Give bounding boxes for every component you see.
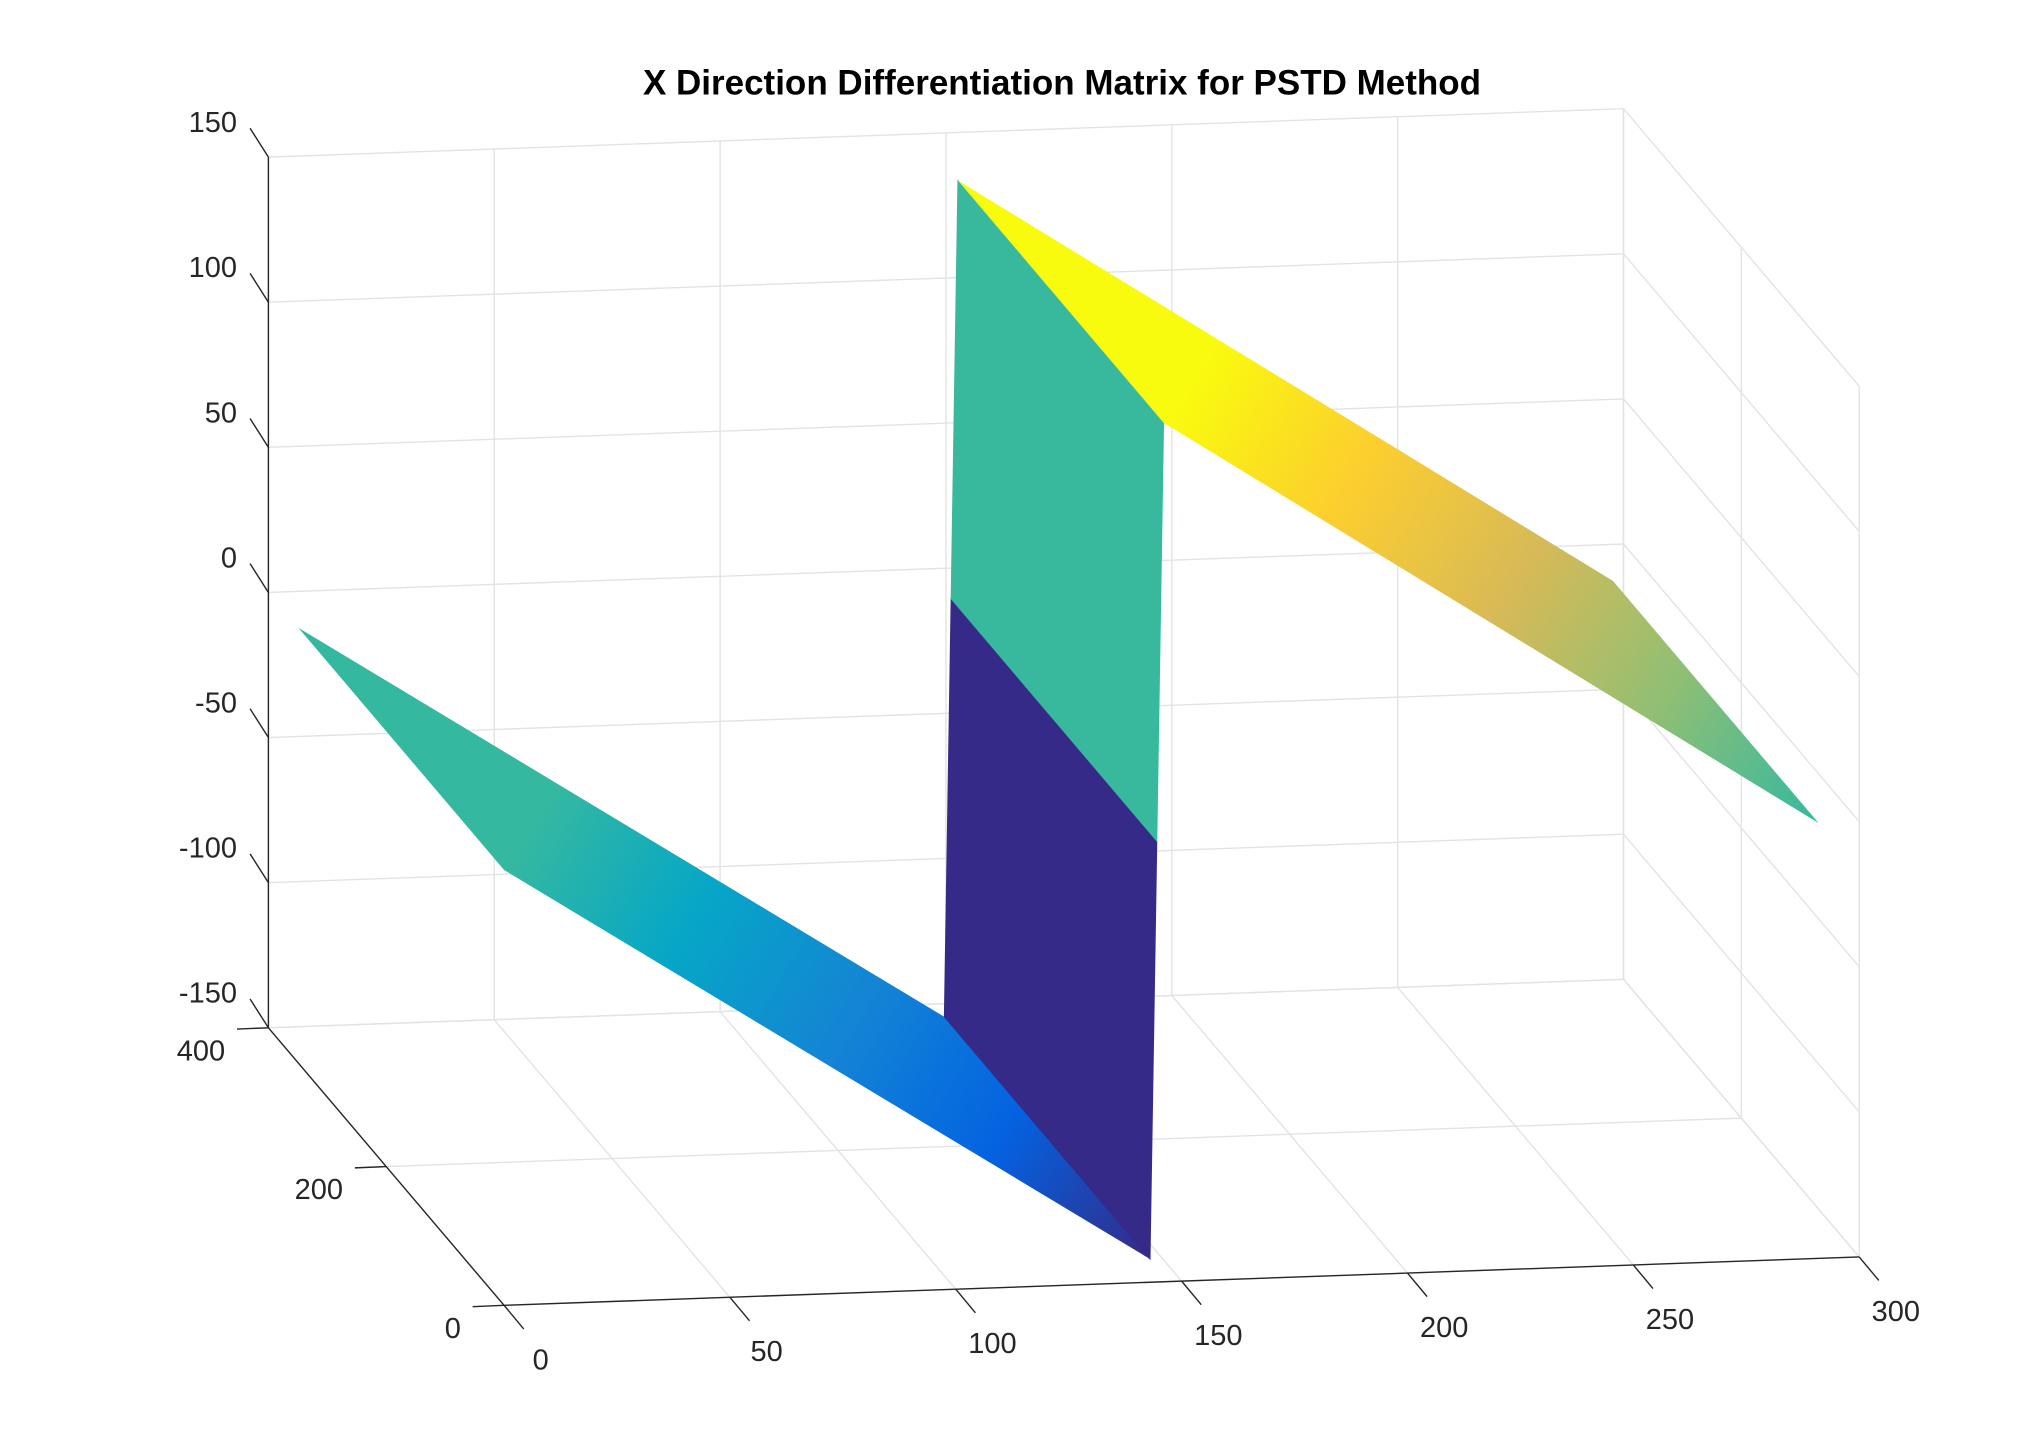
- x-tick: [1632, 1264, 1654, 1289]
- x-tick: [1181, 1280, 1202, 1306]
- surface-face: [298, 627, 1151, 1260]
- y-tick: [236, 1027, 269, 1030]
- z-tick: [249, 998, 269, 1029]
- x-tick: [503, 1304, 525, 1330]
- grid-line: [268, 398, 1624, 449]
- y-tick-label: 0: [445, 1313, 461, 1345]
- grid-line: [1622, 543, 1860, 823]
- z-tick: [249, 853, 269, 884]
- x-tick-label: 0: [533, 1344, 549, 1376]
- z-tick-label: -100: [179, 833, 237, 865]
- x-tick: [729, 1296, 751, 1322]
- y-tick: [354, 1165, 387, 1169]
- x-tick-label: 50: [750, 1336, 782, 1368]
- x-tick: [1858, 1256, 1880, 1281]
- grid-line: [1622, 108, 1860, 387]
- grid-line: [1622, 688, 1860, 968]
- z-tick-label: -50: [195, 687, 237, 719]
- x-tick-label: 250: [1646, 1304, 1694, 1336]
- chart-title: X Direction Differentiation Matrix for P…: [643, 63, 1481, 102]
- z-tick-label: 100: [189, 252, 237, 284]
- z-tick-label: 0: [221, 542, 237, 574]
- x-tick-label: 300: [1872, 1296, 1920, 1328]
- y-tick-label: 200: [295, 1174, 343, 1206]
- z-tick: [249, 418, 269, 448]
- z-tick-label: 150: [189, 107, 237, 139]
- z-tick: [249, 127, 269, 158]
- grid-line: [268, 833, 1624, 884]
- y-axis: [267, 1027, 505, 1306]
- x-tick: [955, 1288, 976, 1314]
- z-tick: [249, 708, 269, 738]
- z-tick: [249, 273, 269, 303]
- grid-line: [268, 688, 1624, 739]
- z-tick-label: 50: [205, 397, 237, 429]
- surface-face: [957, 180, 1819, 824]
- x-tick-label: 100: [968, 1328, 1016, 1360]
- x-tick-label: 150: [1194, 1320, 1242, 1352]
- y-tick: [472, 1304, 505, 1308]
- grid-line: [268, 107, 1624, 158]
- z-tick: [249, 563, 269, 593]
- grid-line: [1622, 398, 1860, 677]
- grid-line: [268, 253, 1624, 303]
- y-tick-label: 400: [177, 1035, 225, 1067]
- grid-line: [1622, 978, 1860, 1258]
- x-tick-label: 200: [1420, 1312, 1468, 1344]
- grid-line: [1622, 833, 1860, 1113]
- x-tick: [1406, 1272, 1428, 1298]
- grid-line: [1622, 253, 1860, 532]
- z-tick-label: -150: [179, 978, 237, 1010]
